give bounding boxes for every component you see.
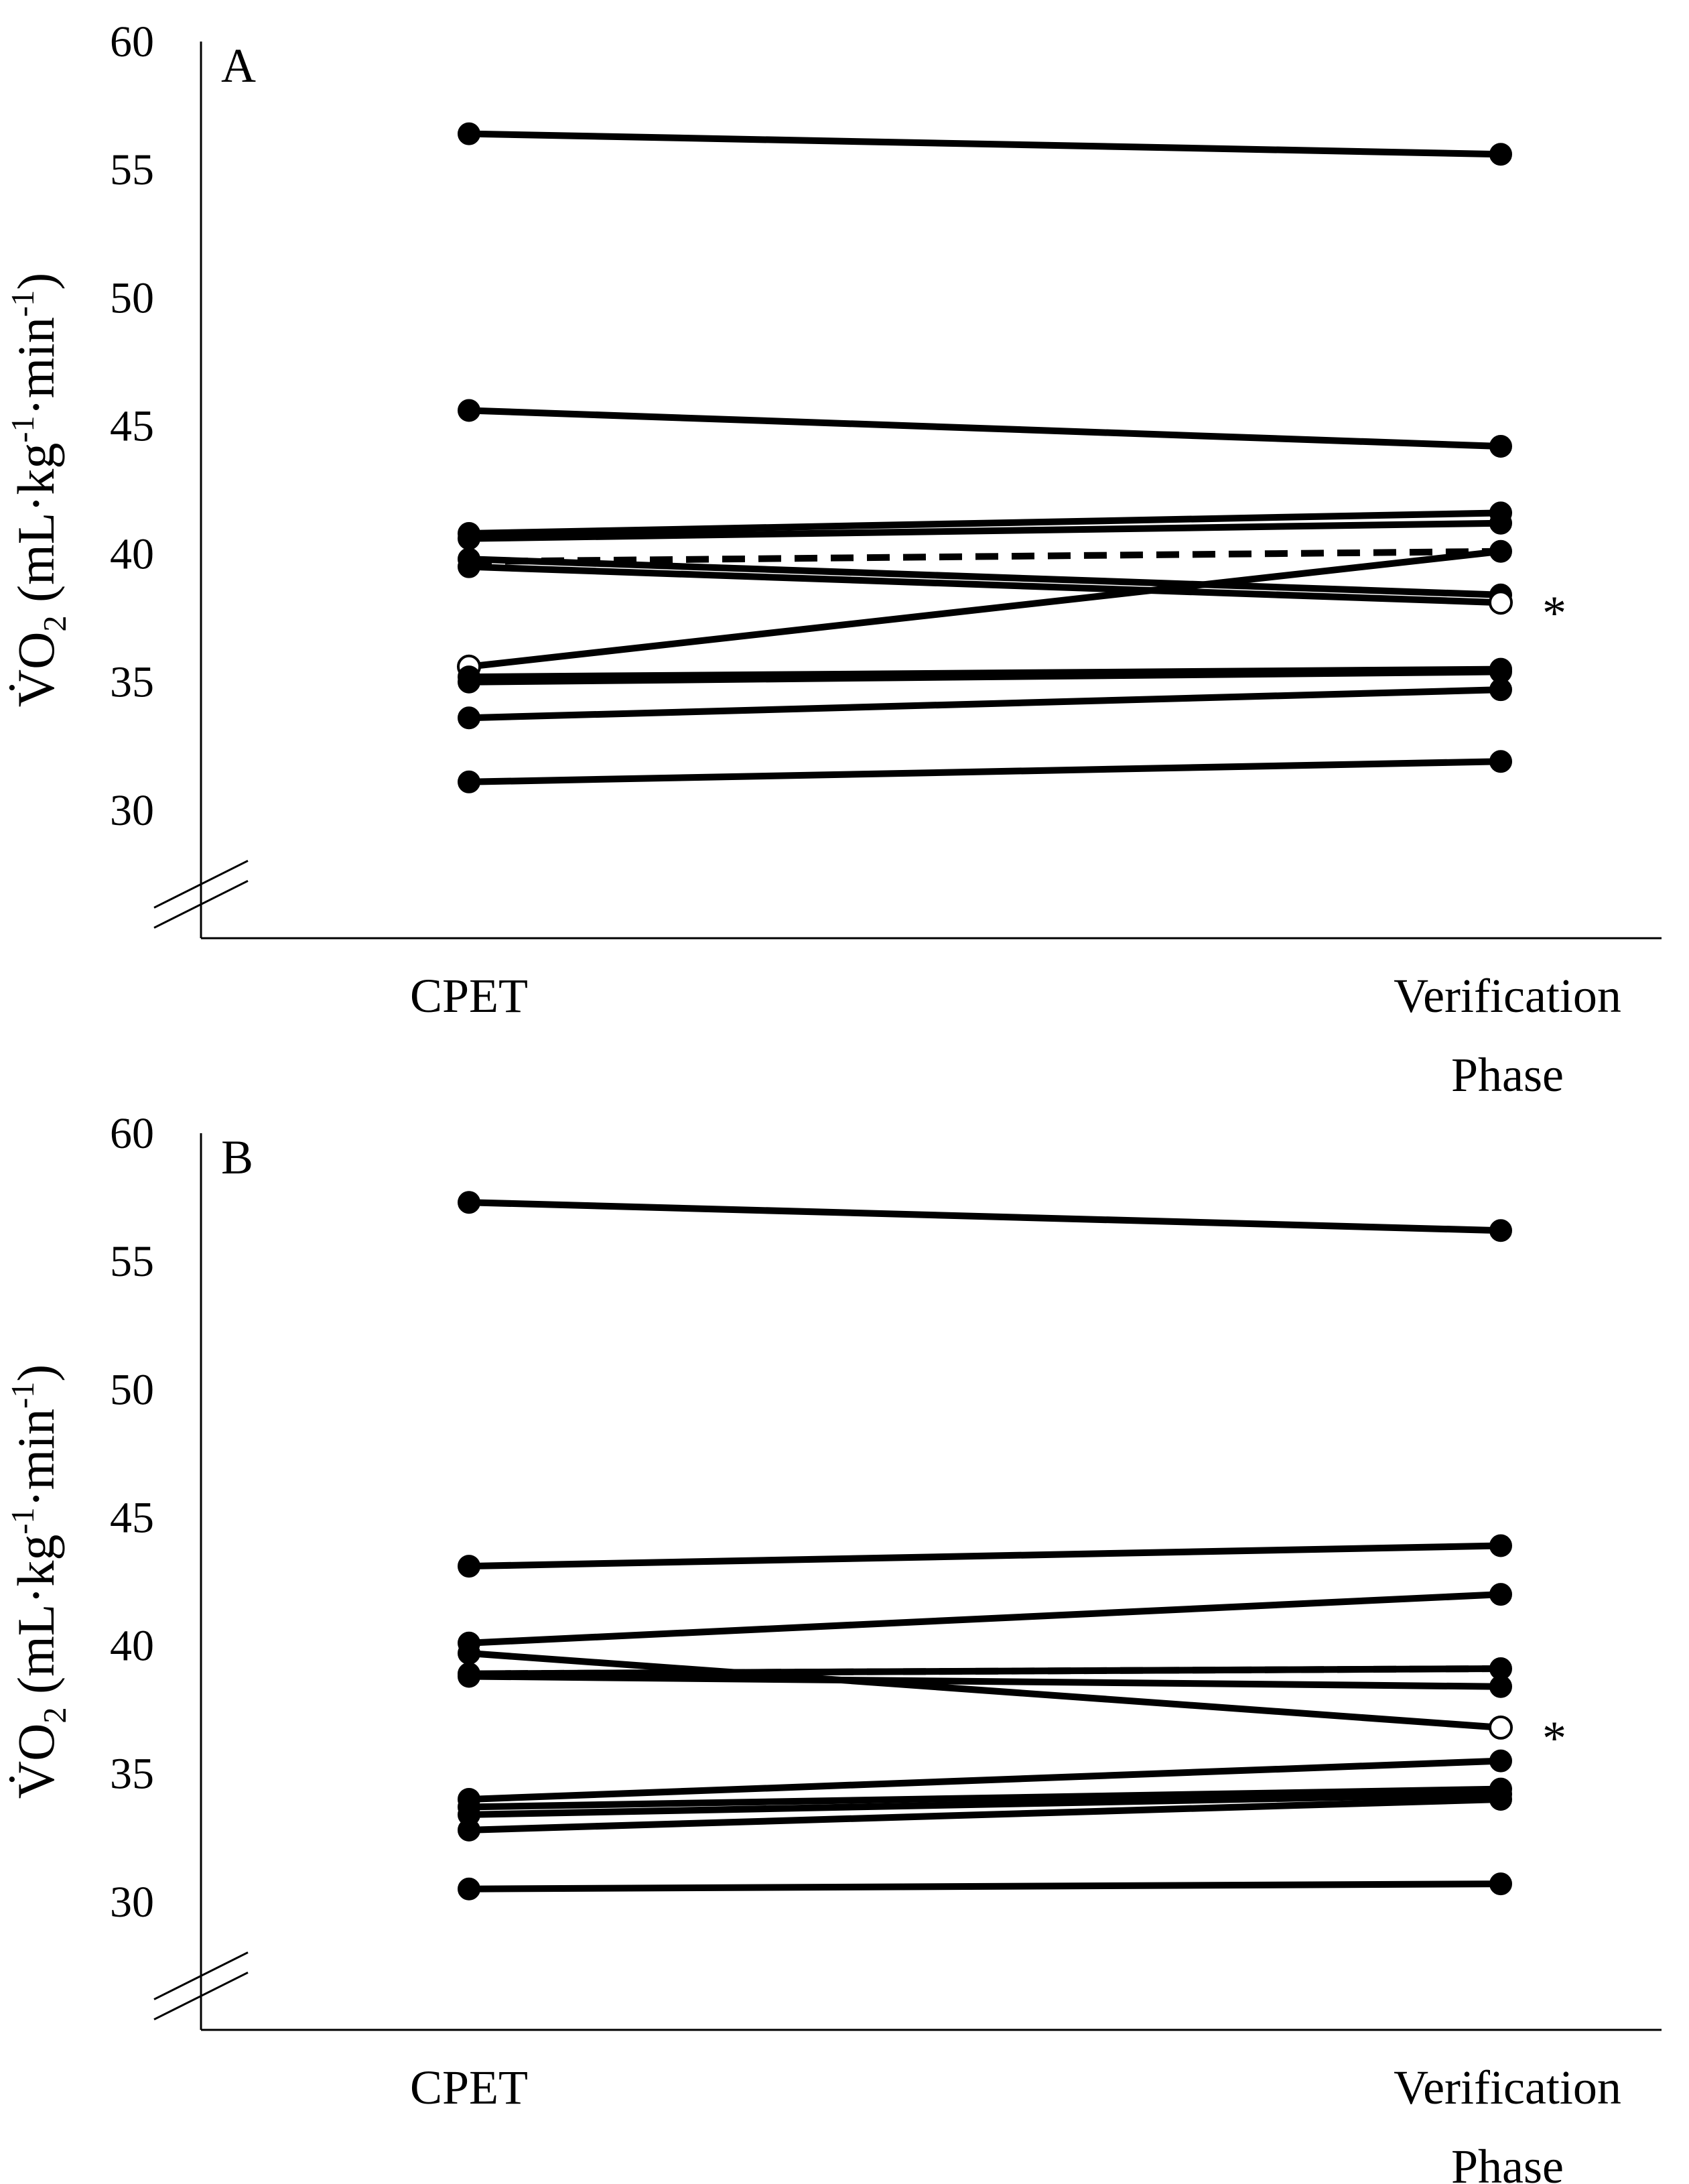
y-axis-label-part: (mL·kg <box>7 443 65 616</box>
x-category-label: Verification <box>1394 969 1621 1023</box>
data-point <box>1489 1219 1512 1242</box>
series-line <box>468 1791 1501 1818</box>
y-tick-label: 60 <box>110 17 154 66</box>
data-point <box>1489 1583 1512 1606</box>
series-line <box>468 1795 1501 1834</box>
y-tick-label: 35 <box>110 658 154 707</box>
series-line <box>468 1591 1501 1647</box>
panel-a: 30 35 40 45 50 55 60 A CPET Verification Phase V̇O2… <box>5 17 1662 1092</box>
y-axis-label-part: (mL·kg <box>7 1535 65 1708</box>
y-axis-label-part: ·min <box>7 317 65 415</box>
panel-label: B <box>221 1131 253 1184</box>
data-point <box>1489 750 1512 773</box>
y-axis-label: V̇O2 (mL·kg-1·min-1) <box>5 1364 73 1799</box>
y-tick-label: 30 <box>110 786 154 835</box>
series-line <box>468 509 1501 537</box>
series-line <box>468 556 1501 598</box>
y-axis-label-part: 2 <box>38 1707 73 1723</box>
data-point <box>1489 435 1512 458</box>
panel-label: A <box>221 39 256 92</box>
y-axis-label-part: V̇O <box>7 632 65 708</box>
axis-break-mark <box>153 860 249 909</box>
data-point <box>1489 143 1512 166</box>
data-point <box>1489 1749 1512 1773</box>
series-line <box>468 1542 1501 1570</box>
data-point <box>458 670 480 694</box>
data-point <box>458 1555 480 1578</box>
y-tick-label: 55 <box>110 1237 154 1286</box>
series-line <box>468 1880 1501 1892</box>
data-point <box>458 527 480 550</box>
data-point <box>458 399 480 422</box>
y-tick-label: 50 <box>110 1365 154 1414</box>
series-line <box>468 407 1501 450</box>
series-line <box>468 1650 1501 1731</box>
y-tick-label: 60 <box>110 1109 154 1158</box>
series-line <box>468 686 1501 722</box>
series-line <box>468 130 1501 158</box>
series-line <box>468 1665 1501 1677</box>
axis-break-mark <box>153 1972 249 2020</box>
data-point <box>1489 1872 1512 1896</box>
x-category-label: CPET <box>410 2061 528 2114</box>
x-category-label: Phase <box>1451 1048 1564 1092</box>
y-axis-label-part: -1 <box>5 1382 41 1409</box>
axis-break-mark <box>153 880 249 929</box>
chart-panel-a: 30 35 40 45 50 55 60 A CPET Verification Phase V̇O2… <box>5 17 1662 1092</box>
series-line <box>468 563 1501 606</box>
y-tick-label: 45 <box>110 401 154 450</box>
significance-asterisk: * <box>1542 1712 1566 1765</box>
data-point <box>458 706 480 730</box>
data-point <box>458 122 480 145</box>
data-point <box>458 1818 480 1842</box>
chart-panel-b: 30 35 40 45 50 55 60 B CPET Verification Phase V̇O2… <box>5 1109 1662 2183</box>
data-point <box>458 770 480 793</box>
data-point <box>1489 678 1512 702</box>
panel-b: 30 35 40 45 50 55 60 B CPET Verification Phase V̇O2… <box>0 1092 1689 2183</box>
significance-asterisk: * <box>1542 586 1566 640</box>
y-tick-label: 45 <box>110 1493 154 1542</box>
axis-break-mark <box>153 1951 249 2000</box>
data-point <box>1489 1534 1512 1557</box>
y-axis-label-part: ·min <box>7 1409 65 1507</box>
data-point <box>1489 511 1512 535</box>
y-tick-label: 35 <box>110 1750 154 1799</box>
data-point <box>458 1642 480 1665</box>
series-line <box>468 1757 1501 1803</box>
x-category-label: CPET <box>410 969 528 1023</box>
y-axis-label-part: 2 <box>38 615 73 631</box>
y-tick-label: 40 <box>110 530 154 579</box>
y-tick-label: 40 <box>110 1622 154 1671</box>
y-tick-label: 55 <box>110 145 154 194</box>
y-axis-label-part: -1 <box>5 290 41 317</box>
series-line <box>468 1785 1501 1811</box>
series-line <box>468 758 1501 785</box>
x-category-label: Phase <box>1451 2140 1564 2183</box>
data-point <box>1489 1715 1513 1740</box>
data-point <box>458 1191 480 1214</box>
y-axis-label-part: ) <box>7 1364 65 1382</box>
y-axis-label-part: ) <box>7 273 65 290</box>
series-line <box>468 1199 1501 1234</box>
series-line <box>468 548 1501 670</box>
data-point <box>1489 1787 1512 1811</box>
series-line <box>468 1673 1501 1690</box>
series-line <box>468 668 1501 686</box>
y-axis-label-part: V̇O <box>7 1724 65 1799</box>
data-point <box>1489 590 1513 615</box>
y-axis-label-part: -1 <box>5 415 41 442</box>
y-tick-label: 30 <box>110 1878 154 1927</box>
data-point <box>1489 1675 1512 1698</box>
y-axis-label-part: -1 <box>5 1507 41 1534</box>
series-line <box>468 548 1501 566</box>
y-axis-label: V̇O2 (mL·kg-1·min-1) <box>5 273 73 708</box>
x-category-label: Verification <box>1394 2061 1621 2114</box>
series-line <box>468 519 1501 542</box>
y-tick-label: 50 <box>110 273 154 322</box>
data-point <box>458 1877 480 1901</box>
